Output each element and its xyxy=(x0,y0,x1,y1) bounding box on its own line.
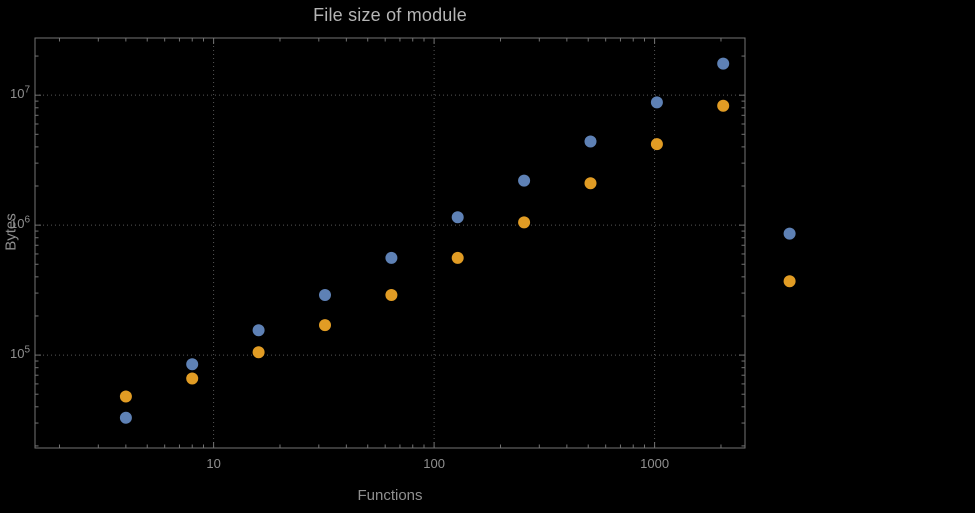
y-tick-label: 106 xyxy=(9,214,30,232)
data-point-blue xyxy=(186,358,199,371)
data-point-blue xyxy=(119,411,132,424)
y-tick-label: 105 xyxy=(9,344,30,362)
chart-title: File size of module xyxy=(313,5,467,25)
data-point-blue xyxy=(319,289,331,301)
data-point-orange xyxy=(186,372,199,385)
data-point-blue xyxy=(584,135,597,148)
x-tick-label: 100 xyxy=(423,456,445,471)
x-axis-label: Functions xyxy=(357,487,423,504)
data-point-blue xyxy=(252,324,265,337)
data-point-blue xyxy=(783,227,796,240)
x-tick-label: 1000 xyxy=(640,456,670,471)
data-point-blue xyxy=(717,57,730,70)
data-point-orange xyxy=(650,138,663,151)
data-point-orange xyxy=(252,346,265,359)
data-point-orange xyxy=(518,216,531,229)
data-point-orange xyxy=(783,275,796,288)
data-point-orange xyxy=(319,319,331,332)
data-point-orange xyxy=(119,390,132,403)
data-point-blue xyxy=(518,174,531,187)
y-tick-label: 107 xyxy=(9,84,30,102)
data-point-blue xyxy=(650,96,663,109)
x-tick-label: 10 xyxy=(206,456,221,471)
data-point-orange xyxy=(717,99,730,112)
data-point-orange xyxy=(385,289,398,301)
data-point-orange xyxy=(584,177,597,190)
data-point-orange xyxy=(451,251,464,264)
plot-frame xyxy=(34,37,746,449)
data-point-blue xyxy=(451,211,464,224)
data-point-blue xyxy=(385,251,398,264)
